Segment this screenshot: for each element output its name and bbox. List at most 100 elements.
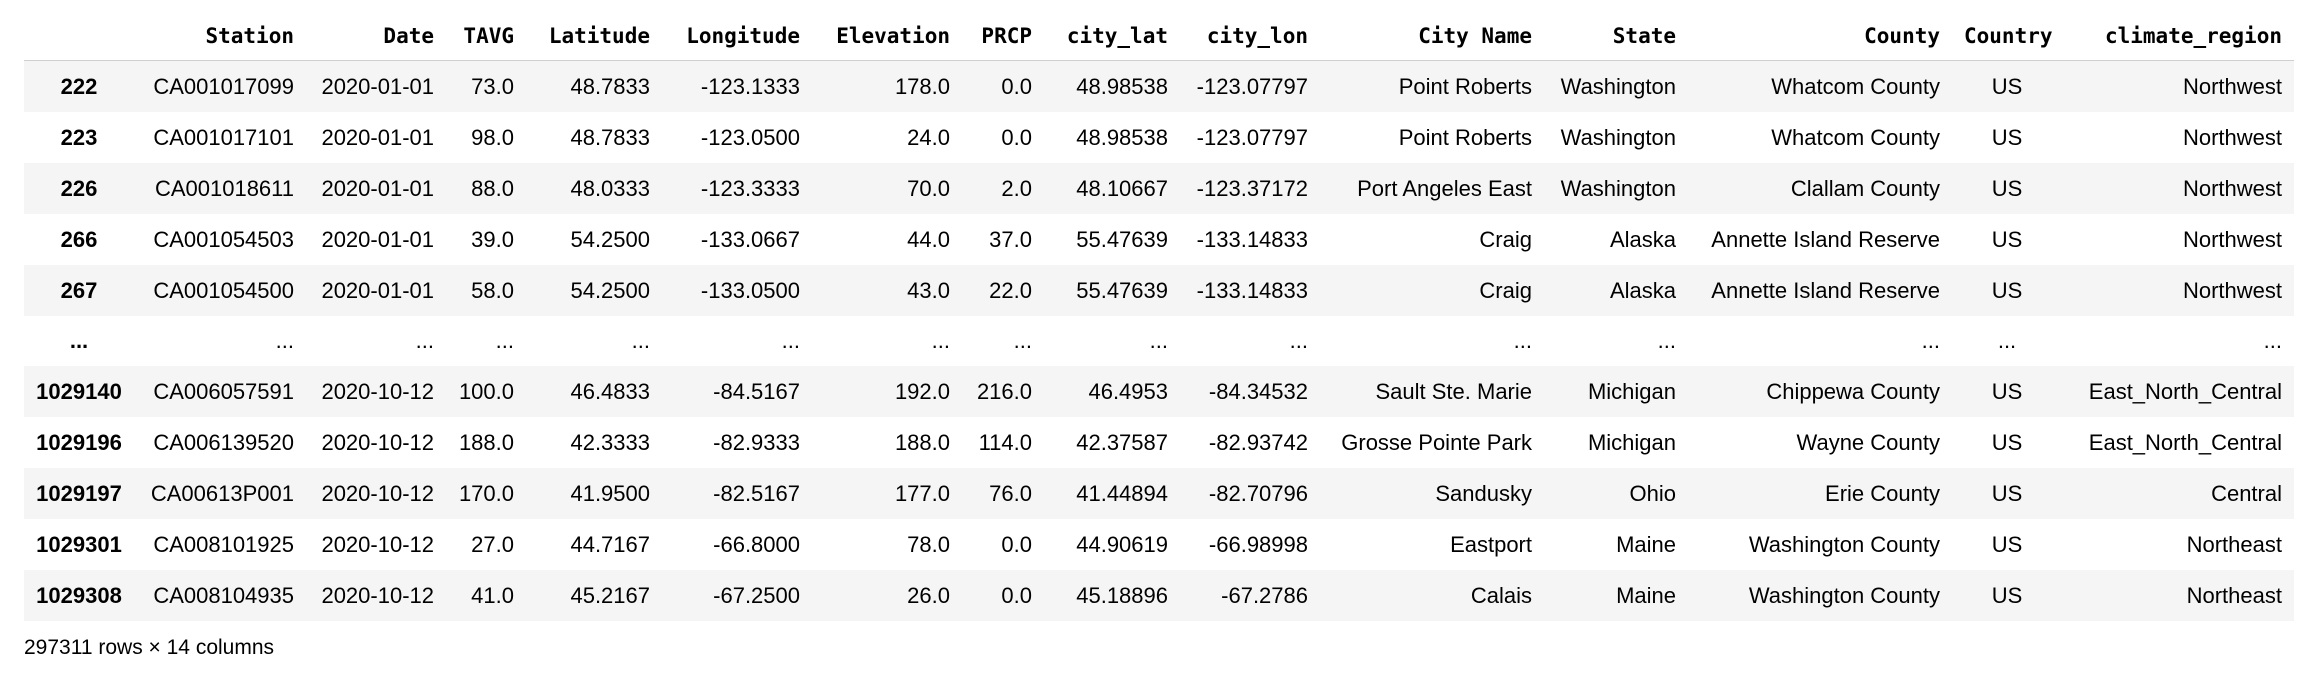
ellipsis-row: ........................................… — [24, 316, 2294, 366]
table-cell: ... — [781, 328, 800, 353]
table-cell: -123.07797 — [1196, 124, 1308, 150]
table-cell: Maine — [1616, 582, 1676, 608]
table-cell: Chippewa County — [1766, 378, 1940, 404]
table-body: 222 CA001017099 2020-01-01 73.0 48.7833 -123.… — [24, 60, 2294, 621]
table-cell: 2020-01-01 — [321, 226, 434, 252]
table-cell: 44.90619 — [1076, 531, 1168, 557]
row-index: 1029308 — [36, 582, 122, 608]
table-row: 223 CA001017101 2020-01-01 98.0 48.7833 -123.… — [24, 112, 2294, 163]
table-cell: Central — [2211, 480, 2282, 506]
index-header — [24, 12, 134, 61]
table-cell: ... — [1513, 328, 1532, 353]
table-cell: Northwest — [2182, 175, 2282, 201]
table-cell: 0.0 — [1001, 531, 1032, 557]
table-cell: 114.0 — [978, 429, 1032, 455]
row-index: 223 — [60, 124, 98, 150]
column-header: Longitude — [662, 12, 812, 61]
table-cell: 45.18896 — [1076, 582, 1168, 608]
table-cell: 178.0 — [894, 73, 950, 99]
table-cell: ... — [495, 328, 514, 353]
table-cell: Northwest — [2182, 124, 2282, 150]
dataframe-output: Station Date TAVG Latitude Longitude Elevatio… — [24, 12, 2294, 621]
table-cell: US — [1991, 480, 2023, 506]
table-cell: 2020-01-01 — [321, 175, 434, 201]
table-cell: 73.0 — [471, 73, 514, 99]
table-cell: -84.5167 — [713, 378, 800, 404]
table-row: 1029140 CA006057591 2020-10-12 100.0 46.4833… — [24, 366, 2294, 417]
row-index: 266 — [60, 226, 98, 252]
table-cell: Erie County — [1825, 480, 1940, 506]
table-cell: 70.0 — [907, 175, 950, 201]
table-cell: US — [1991, 73, 2023, 99]
dataframe-table: Station Date TAVG Latitude Longitude Elevatio… — [24, 12, 2294, 621]
table-row: 1029197 CA00613P001 2020-10-12 170.0 41.9500… — [24, 468, 2294, 519]
table-header: Station Date TAVG Latitude Longitude Elevatio… — [24, 12, 2294, 61]
table-cell: ... — [415, 328, 434, 353]
table-cell: 48.98538 — [1076, 73, 1168, 99]
table-cell: Clallam County — [1790, 175, 1940, 201]
column-header: Country — [1952, 12, 2062, 61]
table-cell: US — [1991, 378, 2023, 404]
table-cell: -84.34532 — [1208, 378, 1308, 404]
shape-caption: 297311 rows × 14 columns — [24, 636, 275, 659]
table-cell: Wayne County — [1796, 429, 1940, 455]
column-header: County — [1688, 12, 1952, 61]
table-cell: 48.7833 — [570, 73, 650, 99]
table-cell: 2020-10-12 — [321, 582, 434, 608]
table-cell: 54.2500 — [570, 226, 650, 252]
table-cell: 42.3333 — [570, 429, 650, 455]
header-row: Station Date TAVG Latitude Longitude Elevatio… — [24, 12, 2294, 61]
column-header: PRCP — [962, 12, 1044, 61]
table-cell: CA00613P001 — [150, 480, 294, 506]
table-cell: Eastport — [1450, 531, 1532, 557]
table-cell: US — [1991, 277, 2023, 303]
table-cell: Northeast — [2186, 531, 2282, 557]
table-cell: Washington County — [1748, 582, 1940, 608]
table-cell: Alaska — [1609, 277, 1676, 303]
table-cell: 98.0 — [471, 124, 514, 150]
table-cell: Ohio — [1629, 480, 1676, 506]
table-cell: 42.37587 — [1076, 429, 1168, 455]
table-cell: CA001017099 — [153, 73, 294, 99]
row-index: 226 — [60, 175, 98, 201]
table-cell: -82.93742 — [1208, 429, 1308, 455]
table-cell: Port Angeles East — [1357, 175, 1532, 201]
table-cell: 48.10667 — [1076, 175, 1168, 201]
table-cell: Washington — [1560, 175, 1676, 201]
table-cell: 88.0 — [471, 175, 514, 201]
table-cell: -133.14833 — [1196, 226, 1308, 252]
table-cell: Northwest — [2182, 226, 2282, 252]
row-index: 1029301 — [36, 531, 122, 557]
table-cell: -133.0667 — [700, 226, 800, 252]
table-row: 267 CA001054500 2020-01-01 58.0 54.2500 -133.… — [24, 265, 2294, 316]
table-cell: 0.0 — [1001, 124, 1032, 150]
table-cell: 2020-10-12 — [321, 378, 434, 404]
table-cell: 192.0 — [894, 378, 950, 404]
table-cell: -66.8000 — [713, 531, 800, 557]
table-cell: -67.2786 — [1221, 582, 1308, 608]
table-cell: 55.47639 — [1076, 277, 1168, 303]
table-cell: -123.0500 — [700, 124, 800, 150]
table-cell: 0.0 — [1001, 582, 1032, 608]
table-cell: Point Roberts — [1398, 73, 1532, 99]
table-cell: Annette Island Reserve — [1711, 277, 1940, 303]
table-cell: 44.0 — [907, 226, 950, 252]
table-cell: -123.07797 — [1196, 73, 1308, 99]
table-cell: 41.0 — [471, 582, 514, 608]
table-cell: 170.0 — [458, 480, 514, 506]
table-cell: ... — [2263, 328, 2282, 353]
table-cell: ... — [1997, 328, 2017, 353]
table-cell: 39.0 — [471, 226, 514, 252]
table-cell: 2020-10-12 — [321, 429, 434, 455]
table-cell: East_North_Central — [2088, 429, 2282, 455]
table-cell: ... — [1013, 328, 1032, 353]
table-cell: Alaska — [1609, 226, 1676, 252]
table-cell: 48.98538 — [1076, 124, 1168, 150]
table-cell: 44.7167 — [570, 531, 650, 557]
table-cell: CA006057591 — [153, 378, 294, 404]
row-index: 1029196 — [36, 429, 122, 455]
table-cell: CA001018611 — [154, 175, 294, 201]
table-cell: CA001054500 — [153, 277, 294, 303]
table-cell: 100.0 — [458, 378, 514, 404]
table-cell: CA008101925 — [153, 531, 294, 557]
